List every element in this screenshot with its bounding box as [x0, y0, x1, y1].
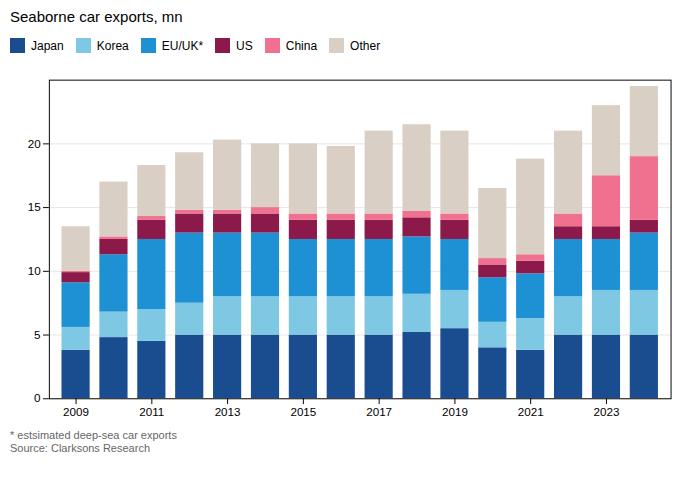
svg-text:2023: 2023 [593, 405, 619, 418]
svg-text:2015: 2015 [290, 405, 316, 418]
svg-text:2017: 2017 [366, 405, 392, 418]
html-text:* estsimated deep-sea car expo: * estsimated deep-sea car exports [10, 429, 177, 442]
html-text:Japan: Japan [31, 38, 64, 53]
svg-text:2011: 2011 [139, 405, 164, 418]
html-text:Source: Clarksons Research: Source: Clarksons Research [10, 442, 150, 455]
svg-text:2019: 2019 [442, 405, 468, 418]
html-text:US: US [236, 38, 253, 53]
svg-text:5: 5 [34, 328, 40, 341]
svg-text:2021: 2021 [518, 405, 544, 418]
svg-text:15: 15 [28, 200, 41, 213]
html-text:China: China [285, 38, 318, 53]
svg-text:2009: 2009 [63, 405, 89, 418]
svg-text:0: 0 [34, 391, 41, 404]
svg-text:20: 20 [28, 137, 41, 150]
html-text:Seaborne car exports, mn: Seaborne car exports, mn [10, 8, 183, 25]
svg-text:10: 10 [28, 264, 41, 277]
html-text:Korea: Korea [96, 38, 129, 53]
html-text:EU/UK*: EU/UK* [161, 38, 204, 53]
html-text:Other: Other [350, 38, 381, 53]
svg-text:2013: 2013 [215, 405, 241, 418]
